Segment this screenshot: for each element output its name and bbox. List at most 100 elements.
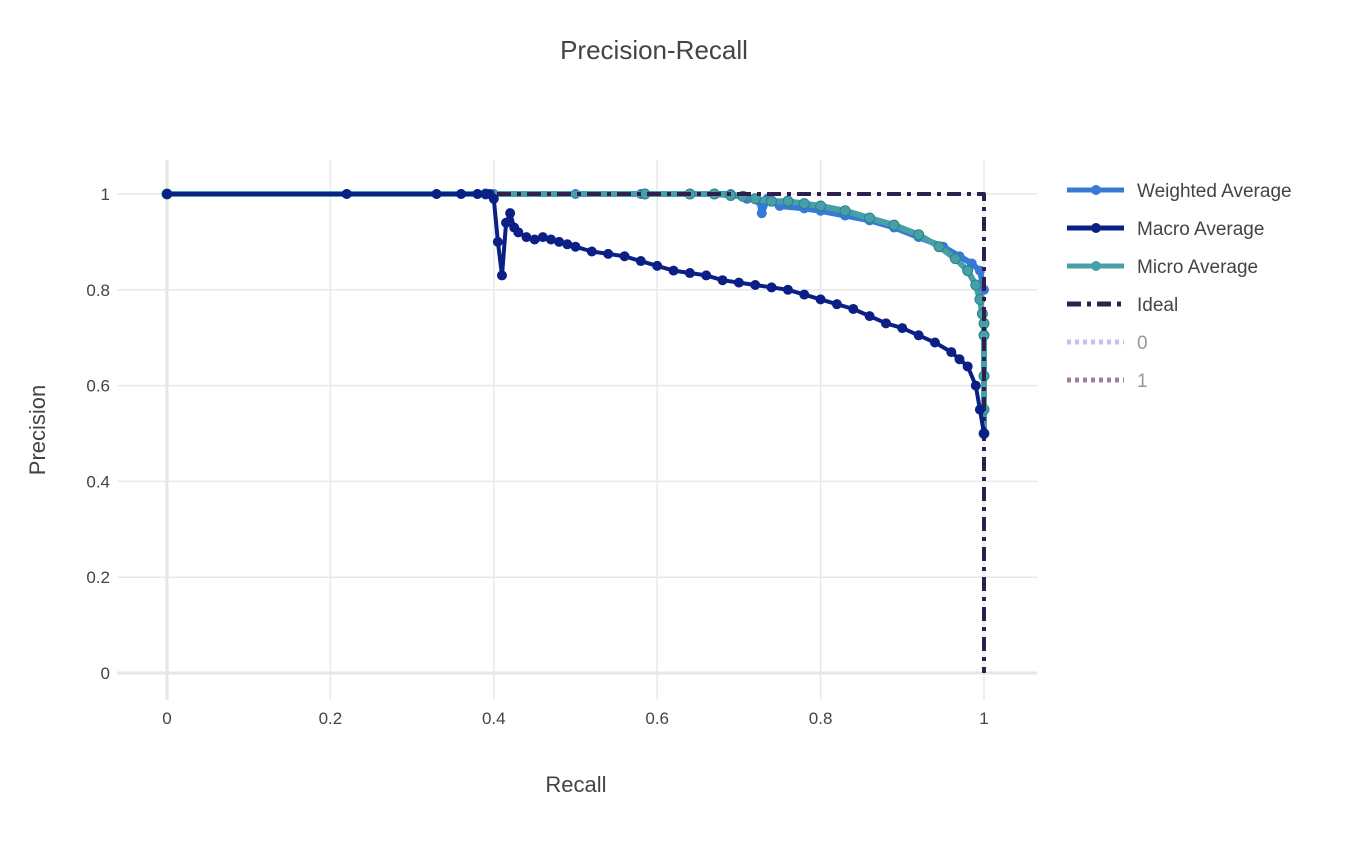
macro-average-point [864, 311, 875, 322]
chart-title: Precision-Recall [560, 35, 748, 65]
macro-average-point [913, 330, 924, 341]
y-axis-title: Precision [25, 385, 50, 475]
micro-average-point [913, 229, 925, 241]
micro-average-point [815, 200, 827, 212]
macro-average-point [782, 284, 793, 295]
macro-average-point [635, 256, 646, 267]
macro-average-point [513, 227, 524, 238]
x-tick-label: 0.2 [319, 709, 343, 728]
macro-average-point [492, 236, 503, 247]
macro-average-point [488, 193, 499, 204]
micro-average-point [970, 279, 982, 291]
macro-average-point [496, 270, 507, 281]
x-axis-title: Recall [545, 772, 606, 797]
macro-average-point [586, 246, 597, 257]
micro-average-point [933, 241, 945, 253]
macro-average-point [505, 208, 516, 219]
y-tick-label: 0.8 [86, 281, 110, 300]
macro-average-point [562, 239, 573, 250]
legend-label: 0 [1137, 333, 1148, 354]
macro-average-point [750, 280, 761, 291]
macro-average-point [954, 354, 965, 365]
micro-average-point [864, 212, 876, 224]
macro-average-point [652, 260, 663, 271]
micro-average-point [798, 198, 810, 210]
macro-average-point [545, 234, 556, 245]
legend-label: Ideal [1137, 295, 1178, 316]
y-tick-label: 0 [101, 664, 110, 683]
legend-item-ideal[interactable]: Ideal [1067, 295, 1178, 316]
macro-average-point [974, 404, 985, 415]
ticks: 0 0.2 0.4 0.6 0.8 1 0 0.2 0.4 0.6 0.8 1 [86, 185, 988, 728]
micro-average-point [949, 253, 961, 265]
macro-average-point [341, 189, 352, 199]
legend-marker [1091, 185, 1101, 195]
macro-average-point [831, 299, 842, 310]
macro-average-point [701, 270, 712, 281]
macro-average-point [815, 294, 826, 305]
legend[interactable]: Weighted Average Macro Average Micro Avera… [1067, 181, 1292, 392]
micro-average-point [962, 265, 974, 277]
legend-marker [1091, 223, 1101, 233]
macro-average-point [162, 189, 172, 199]
x-tick-label: 1 [979, 709, 988, 728]
y-tick-label: 0.6 [86, 377, 110, 396]
y-tick-label: 0.2 [86, 568, 110, 587]
macro-average-point [946, 347, 957, 358]
macro-average-line [167, 192, 986, 434]
ideal-line [167, 192, 986, 673]
macro-average-point [456, 189, 467, 199]
macro-average-point [684, 268, 695, 279]
micro-average-point [782, 195, 794, 207]
grid [117, 160, 1037, 700]
x-tick-label: 0.4 [482, 709, 506, 728]
macro-average-point [717, 275, 728, 286]
macro-average-point [979, 428, 989, 439]
x-tick-label: 0.8 [809, 709, 833, 728]
macro-average-point [970, 380, 981, 391]
legend-item-1[interactable]: 1 [1067, 371, 1148, 392]
axes [117, 160, 1037, 700]
micro-average-point [749, 193, 761, 205]
macro-average-point [897, 323, 908, 334]
macro-average-point [929, 337, 940, 348]
legend-item-micro-average[interactable]: Micro Average [1067, 257, 1258, 278]
macro-average-point [431, 189, 442, 199]
macro-average-point [766, 282, 777, 293]
macro-average-point [501, 217, 512, 228]
macro-average-point [537, 232, 548, 243]
macro-average-point [799, 289, 810, 300]
y-tick-label: 0.4 [86, 472, 110, 491]
x-tick-label: 0 [162, 709, 171, 728]
micro-average-point [766, 195, 778, 207]
series-macro-average [162, 189, 989, 439]
weighted-average-point [756, 208, 767, 219]
plot-area [161, 188, 990, 673]
legend-item-weighted-average[interactable]: Weighted Average [1067, 181, 1292, 202]
macro-average-point [880, 318, 891, 329]
macro-average-point [554, 236, 565, 247]
legend-marker [1091, 261, 1101, 271]
macro-average-point [521, 232, 532, 243]
macro-average-point [603, 248, 614, 259]
macro-average-point [619, 251, 630, 262]
macro-average-point [962, 361, 973, 372]
micro-average-point [888, 219, 900, 231]
legend-label: Macro Average [1137, 219, 1264, 240]
y-tick-label: 1 [101, 185, 110, 204]
legend-item-0[interactable]: 0 [1067, 333, 1148, 354]
legend-label: Weighted Average [1137, 181, 1292, 202]
macro-average-point [570, 241, 581, 252]
macro-average-point [848, 303, 859, 314]
legend-item-macro-average[interactable]: Macro Average [1067, 219, 1264, 240]
macro-average-point [733, 277, 744, 288]
micro-average-point [839, 205, 851, 217]
macro-average-point [529, 234, 540, 245]
macro-average-point [472, 189, 483, 199]
series-ideal [167, 192, 986, 673]
legend-label: Micro Average [1137, 257, 1258, 278]
macro-average-point [668, 265, 679, 276]
legend-label: 1 [1137, 371, 1148, 392]
x-tick-label: 0.6 [645, 709, 669, 728]
